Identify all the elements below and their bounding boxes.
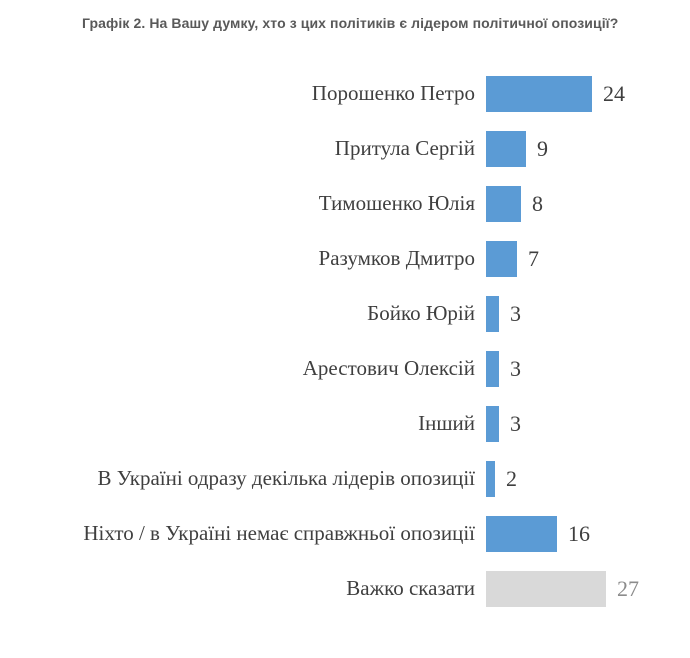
bar	[486, 460, 495, 497]
category-label: Арестович Олексій	[302, 356, 475, 380]
bar-row: Арестович Олексій 3	[0, 341, 690, 396]
chart-container: Графік 2. На Вашу думку, хто з цих політ…	[0, 15, 690, 616]
bar	[486, 570, 606, 607]
category-label: Порошенко Петро	[311, 81, 475, 105]
bar	[486, 350, 499, 387]
bar-row: Ніхто / в Україні немає справжньої опози…	[0, 506, 690, 561]
bar-row: Бойко Юрій 3	[0, 286, 690, 341]
category-label: Разумков Дмитро	[318, 246, 475, 270]
bar-row: Інший 3	[0, 396, 690, 451]
category-label: Важко сказати	[346, 576, 475, 600]
category-label: Бойко Юрій	[367, 301, 475, 325]
value-label: 27	[617, 575, 639, 601]
value-label: 3	[510, 300, 521, 326]
value-label: 2	[506, 465, 517, 491]
bar	[486, 185, 521, 222]
bar	[486, 240, 517, 277]
category-label: В Україні одразу декілька лідерів опозиц…	[97, 466, 475, 490]
bar-chart: Порошенко Петро 24 Притула Сергій 9 Тимошенк…	[0, 66, 690, 616]
chart-title: Графік 2. На Вашу думку, хто з цих політ…	[82, 15, 619, 31]
category-label: Ніхто / в Україні немає справжньої опози…	[83, 521, 475, 545]
bar-row: Порошенко Петро 24	[0, 66, 690, 121]
category-label: Інший	[418, 411, 475, 435]
bar-row: Важко сказати 27	[0, 561, 690, 616]
value-label: 3	[510, 355, 521, 381]
category-label: Притула Сергій	[334, 136, 475, 160]
bar	[486, 405, 499, 442]
bar-row: Разумков Дмитро 7	[0, 231, 690, 286]
value-label: 7	[528, 245, 539, 271]
value-label: 24	[603, 80, 625, 106]
value-label: 9	[537, 135, 548, 161]
bar-row: Притула Сергій 9	[0, 121, 690, 176]
bar-row: В Україні одразу декілька лідерів опозиц…	[0, 451, 690, 506]
bar	[486, 515, 557, 552]
category-label: Тимошенко Юлія	[318, 191, 475, 215]
bar	[486, 130, 526, 167]
value-label: 8	[532, 190, 543, 216]
bar-row: Тимошенко Юлія 8	[0, 176, 690, 231]
bar	[486, 295, 499, 332]
value-label: 3	[510, 410, 521, 436]
bar	[486, 75, 592, 112]
value-label: 16	[568, 520, 590, 546]
